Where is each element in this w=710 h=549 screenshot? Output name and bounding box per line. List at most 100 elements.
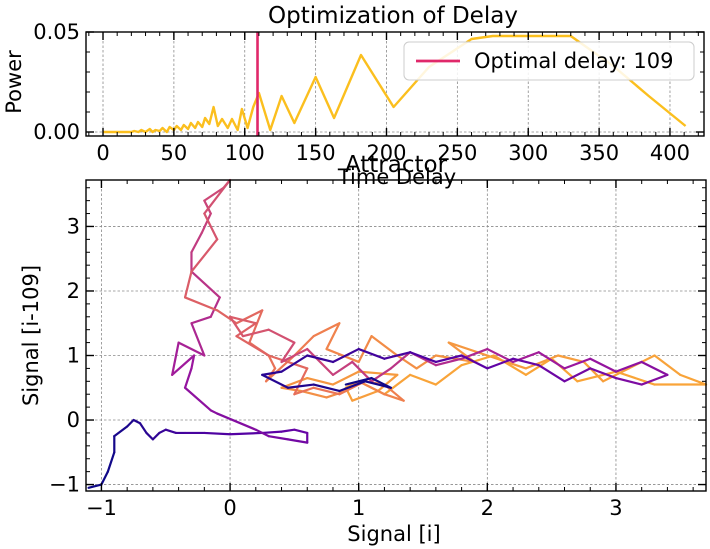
attractor-trajectory-segment	[434, 364, 463, 386]
attractor-trajectory-segment	[267, 354, 309, 370]
attractor-plot-x-label: Signal [i]	[347, 522, 440, 546]
attractor-trajectory-segment	[280, 354, 309, 373]
x-tick-label: 250	[437, 141, 477, 165]
attractor-trajectory-segment	[203, 199, 212, 215]
attractor-trajectory-segment	[190, 231, 203, 254]
attractor-trajectory-segment	[106, 451, 116, 473]
attractor-trajectory-segment	[331, 360, 354, 376]
attractor-trajectory-segment	[209, 409, 219, 415]
x-tick-label: 0	[96, 141, 109, 165]
attractor-trajectory-segment	[264, 354, 296, 383]
attractor-plot-grid	[86, 180, 706, 491]
y-tick-label: 0.00	[33, 120, 80, 144]
attractor-trajectory-segment	[190, 270, 221, 299]
delay-optimization-panel: 0 50 100 150 200 250 300 350 400 0.00 0.05 Optimiz…	[2, 3, 705, 189]
attractor-trajectory-segment	[434, 354, 463, 364]
attractor-trajectory-segment	[241, 328, 270, 338]
attractor-trajectory-segment	[164, 428, 178, 435]
x-tick-label: 400	[650, 141, 690, 165]
attractor-trajectory-segment	[113, 425, 129, 438]
attractor-trajectory-segment	[228, 315, 257, 325]
attractor-trajectory-segment	[576, 370, 618, 383]
attractor-trajectory-segment	[331, 347, 360, 364]
attractor-plot-y-label: Signal [i-109]	[19, 265, 43, 406]
attractor-trajectory-segment	[158, 428, 167, 435]
attractor-trajectory-segment	[351, 389, 380, 402]
attractor-trajectory-segment	[325, 322, 341, 351]
attractor-trajectory-segment	[183, 367, 193, 389]
legend-label-optimal-delay: Optimal delay: 109	[474, 49, 673, 73]
attractor-trajectory-segment	[190, 322, 206, 357]
attractor-trajectory-segment	[306, 376, 335, 386]
delay-plot-x-label: Time Delay	[337, 165, 456, 189]
attractor-trajectory-segment	[383, 373, 412, 396]
attractor-trajectory-segment	[357, 335, 373, 364]
attractor-trajectory-segment	[409, 373, 437, 386]
attractor-trajectory-segment	[614, 360, 643, 373]
x-tick-label: 2	[481, 496, 494, 520]
attractor-trajectory-segment	[261, 373, 290, 389]
attractor-trajectory-segment	[126, 418, 135, 428]
attractor-trajectory-segment	[286, 438, 309, 444]
attractor-trajectory-segment	[280, 386, 302, 393]
delay-plot-title: Optimization of Delay	[268, 3, 518, 29]
attractor-trajectory-segment	[640, 360, 669, 376]
attractor-trajectory-segment	[209, 296, 221, 318]
x-tick-label: 150	[296, 141, 336, 165]
attractor-trajectory-segment	[653, 354, 682, 376]
attractor-trajectory-segment	[293, 386, 315, 396]
attractor-trajectory-segment	[486, 357, 515, 370]
attractor-trajectory-segment	[524, 354, 560, 370]
attractor-trajectory-segment	[254, 428, 270, 438]
attractor-trajectory-segment	[171, 354, 196, 376]
delay-plot-ticks: 0 50 100 150 200 250 300 350 400 0.00 0.05	[33, 20, 704, 165]
y-tick-label: 0	[67, 408, 80, 432]
attractor-trajectory-segment	[679, 373, 708, 386]
x-tick-label: 1	[352, 496, 365, 520]
attractor-trajectory-segment	[376, 373, 399, 393]
attractor-trajectory-segment	[589, 367, 618, 380]
x-tick-label: −1	[86, 496, 117, 520]
attractor-trajectory-segment	[537, 351, 566, 370]
attractor-trajectory-segment	[409, 351, 437, 364]
attractor-trajectory-segment	[293, 380, 302, 396]
attractor-plot-frame	[85, 179, 707, 492]
attractor-trajectory-segment	[190, 238, 219, 273]
attractor-trajectory-segment	[216, 412, 257, 431]
attractor-trajectory-segment	[100, 470, 109, 486]
attractor-trajectory-segment	[344, 376, 373, 386]
attractor-trajectory-segment	[228, 431, 264, 436]
attractor-panel: −1 0 1 2 3 −1 0 1 2 3 Attractor Signal [i] Signal…	[19, 152, 708, 546]
legend-box	[403, 41, 695, 81]
y-tick-label: 3	[67, 214, 80, 238]
attractor-trajectory-segment	[145, 431, 154, 441]
attractor-trajectory-segment	[601, 367, 630, 383]
attractor-trajectory-segment	[87, 483, 103, 489]
attractor-trajectory-segment	[299, 367, 309, 383]
power-curve	[103, 34, 687, 134]
attractor-trajectory-segment	[312, 383, 341, 393]
attractor-trajectory-segment	[280, 347, 309, 364]
attractor-trajectory-segment	[582, 360, 605, 383]
attractor-trajectory-segment	[183, 270, 193, 299]
attractor-trajectory-segment	[434, 354, 476, 364]
attractor-trajectory-segment	[190, 315, 212, 325]
attractor-trajectory-segment	[331, 370, 360, 386]
delay-plot-legend: Optimal delay: 109	[403, 41, 695, 81]
attractor-trajectory-segment	[589, 357, 618, 373]
attractor-trajectory-segment	[460, 354, 489, 370]
attractor-trajectory-segment	[492, 354, 528, 376]
attractor-trajectory-segment	[203, 186, 225, 202]
attractor-trajectory-segment	[183, 296, 219, 312]
attractor-trajectory-segment	[248, 309, 264, 344]
attractor-trajectory-segment	[306, 347, 335, 376]
attractor-trajectory-segment	[286, 383, 315, 389]
attractor-trajectory-segment	[280, 341, 296, 364]
attractor-trajectory-segment	[293, 335, 315, 357]
attractor-trajectory-segment	[614, 376, 643, 386]
attractor-trajectory-segment	[338, 380, 367, 393]
x-tick-label: 350	[579, 141, 619, 165]
x-tick-label: 50	[161, 141, 188, 165]
y-tick-label: 2	[67, 279, 80, 303]
x-tick-label: 300	[508, 141, 548, 165]
